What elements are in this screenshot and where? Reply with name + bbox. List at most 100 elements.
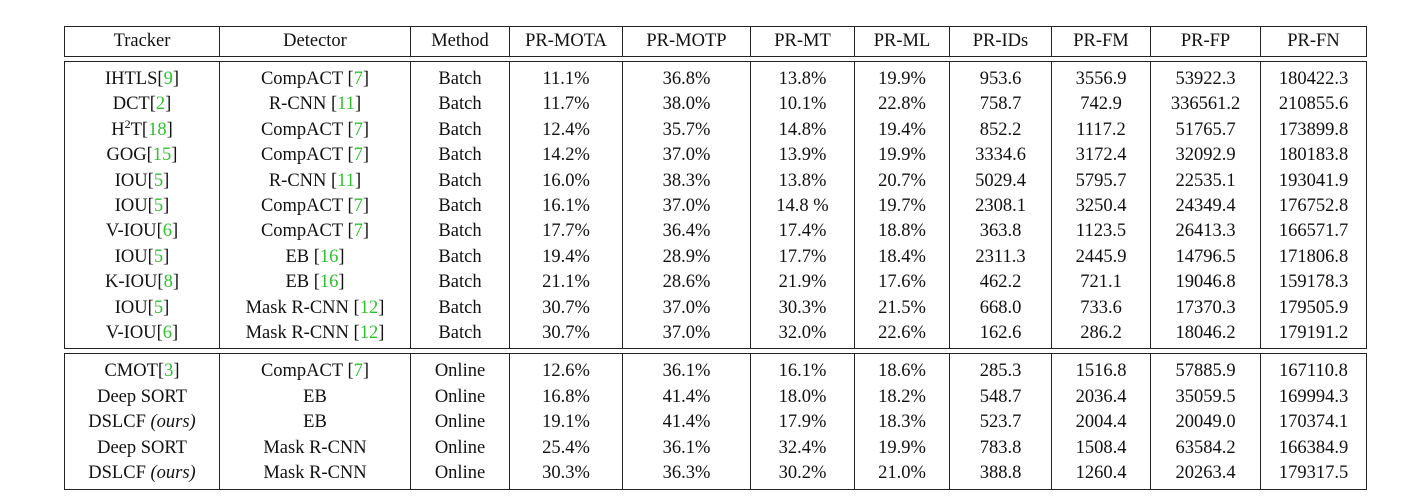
value-pr-ids: 852.2 xyxy=(949,117,1052,144)
value-pr-fp: 24349.4 xyxy=(1150,194,1261,220)
citation-link[interactable]: 12 xyxy=(359,297,379,318)
tracker-cell: DSLCF (ours) xyxy=(64,410,220,436)
table-row: CMOT[3] CompACT [7] Online 12.6% 36.1% 16.1% 1… xyxy=(64,353,1367,385)
value-pr-motp: 38.3% xyxy=(622,168,751,195)
tracker-name: Deep SORT xyxy=(97,437,187,458)
citation-link[interactable]: 8 xyxy=(163,272,173,293)
citation-link[interactable]: 6 xyxy=(162,221,172,242)
value-pr-fm: 2004.4 xyxy=(1051,410,1151,436)
citation-link[interactable]: 5 xyxy=(153,196,164,217)
column-header-method: Method xyxy=(410,26,510,57)
tracker-name-tail: T xyxy=(130,119,142,140)
value-pr-mt: 13.8% xyxy=(750,168,855,195)
citation-link[interactable]: 15 xyxy=(152,145,172,166)
citation-link[interactable]: 12 xyxy=(359,323,379,344)
value-pr-fp: 26413.3 xyxy=(1150,219,1261,245)
value-pr-motp: 36.1% xyxy=(622,353,751,385)
value-pr-ml: 21.0% xyxy=(854,461,950,490)
value-pr-mota: 16.1% xyxy=(509,194,623,220)
value-pr-fm: 286.2 xyxy=(1051,321,1151,350)
table-row: DSLCF (ours) EB Online 19.1% 41.4% 17.9% 18.3%… xyxy=(64,410,1367,436)
table-row: IOU[5] CompACT [7] Batch 16.1% 37.0% 14.8 % 19… xyxy=(64,194,1367,220)
tracker-name: DSLCF xyxy=(88,463,146,484)
column-header-pr-fm: PR-FM xyxy=(1051,26,1151,57)
table-row: IHTLS[9] CompACT [7] Batch 11.1% 36.8% 13.8% 1… xyxy=(64,61,1367,93)
detector-cell: EB xyxy=(219,384,411,411)
value-pr-ml: 19.7% xyxy=(854,194,950,220)
value-pr-ml: 18.2% xyxy=(854,384,950,411)
table-row: DCT[2] R-CNN [11] Batch 11.7% 38.0% 10.1% 22.8… xyxy=(64,92,1367,118)
header-row: Tracker Detector Method PR-MOTA PR-MOTP PR-MT… xyxy=(64,26,1367,57)
citation-link[interactable]: 7 xyxy=(353,119,363,140)
value-pr-motp: 37.0% xyxy=(622,143,751,169)
method-cell: Batch xyxy=(410,168,510,195)
value-pr-fm: 1508.4 xyxy=(1051,435,1151,462)
detector-cell: Mask R-CNN [12] xyxy=(219,295,411,322)
value-pr-fp: 19046.8 xyxy=(1150,270,1261,296)
table-header: Tracker Detector Method PR-MOTA PR-MOTP PR-MT… xyxy=(64,26,1367,57)
citation-link[interactable]: 16 xyxy=(319,272,339,293)
value-pr-fn: 176752.8 xyxy=(1260,194,1367,220)
value-pr-ml: 19.9% xyxy=(854,61,950,93)
citation-link[interactable]: 5 xyxy=(153,170,164,191)
column-header-pr-fn: PR-FN xyxy=(1260,26,1367,57)
value-pr-fn: 166384.9 xyxy=(1260,435,1367,462)
citation-link[interactable]: 11 xyxy=(337,170,355,191)
citation-link[interactable]: 7 xyxy=(353,221,363,242)
value-pr-mt: 30.2% xyxy=(750,461,855,490)
value-pr-mt: 32.0% xyxy=(750,321,855,350)
citation-link[interactable]: 5 xyxy=(153,246,164,267)
citation-link[interactable]: 2 xyxy=(155,94,166,115)
citation-link[interactable]: 7 xyxy=(353,196,363,217)
citation-link[interactable]: 11 xyxy=(337,94,355,115)
value-pr-fp: 53922.3 xyxy=(1150,61,1261,93)
value-pr-fn: 193041.9 xyxy=(1260,168,1367,195)
value-pr-motp: 28.6% xyxy=(622,270,751,296)
citation-link[interactable]: 7 xyxy=(353,145,363,166)
detector-name: R-CNN xyxy=(268,170,327,191)
citation-link[interactable]: 16 xyxy=(319,246,339,267)
table-row: V-IOU[6] Mask R-CNN [12] Batch 30.7% 37.0% 32… xyxy=(64,321,1367,350)
citation-link[interactable]: 18 xyxy=(148,119,167,140)
value-pr-mota: 19.4% xyxy=(509,244,623,271)
citation-link[interactable]: 7 xyxy=(353,69,363,89)
value-pr-ids: 2308.1 xyxy=(949,194,1052,220)
value-pr-mota: 11.7% xyxy=(509,92,623,118)
tracker-cell: H2T[18] xyxy=(64,117,220,144)
value-pr-fm: 1117.2 xyxy=(1051,117,1151,144)
detector-name: Mask R-CNN xyxy=(245,323,349,344)
value-pr-fp: 336561.2 xyxy=(1150,92,1261,118)
detector-cell: CompACT [7] xyxy=(219,194,411,220)
citation-link[interactable]: 7 xyxy=(353,361,363,382)
citation-link[interactable]: 6 xyxy=(162,323,172,344)
value-pr-fm: 3556.9 xyxy=(1051,61,1151,93)
value-pr-mota: 17.7% xyxy=(509,219,623,245)
detector-name: EB xyxy=(303,412,327,433)
value-pr-fm: 2445.9 xyxy=(1051,244,1151,271)
citation-link[interactable]: 9 xyxy=(163,69,173,89)
value-pr-ml: 20.7% xyxy=(854,168,950,195)
tracker-cell: Deep SORT xyxy=(64,435,220,462)
value-pr-ids: 462.2 xyxy=(949,270,1052,296)
table-row: H2T[18] CompACT [7] Batch 12.4% 35.7% 14.8% 19… xyxy=(64,117,1367,144)
value-pr-mt: 10.1% xyxy=(750,92,855,118)
table-row: Deep SORT EB Online 16.8% 41.4% 18.0% 18.2% 548… xyxy=(64,384,1367,411)
value-pr-motp: 41.4% xyxy=(622,410,751,436)
citation-link[interactable]: 3 xyxy=(164,361,174,382)
method-cell: Online xyxy=(410,461,510,490)
value-pr-ids: 758.7 xyxy=(949,92,1052,118)
table-row: IOU[5] R-CNN [11] Batch 16.0% 38.3% 13.8% 20.7… xyxy=(64,168,1367,195)
tracker-name: V-IOU xyxy=(105,323,157,344)
value-pr-ids: 668.0 xyxy=(949,295,1052,322)
table-row: V-IOU[6] CompACT [7] Batch 17.7% 36.4% 17.4% 1… xyxy=(64,219,1367,245)
value-pr-mota: 19.1% xyxy=(509,410,623,436)
detector-cell: EB xyxy=(219,410,411,436)
value-pr-mota: 11.1% xyxy=(509,61,623,93)
value-pr-fp: 57885.9 xyxy=(1150,353,1261,385)
detector-name: CompACT xyxy=(260,221,343,242)
tracker-name: DCT xyxy=(112,94,150,115)
value-pr-motp: 35.7% xyxy=(622,117,751,144)
detector-cell: CompACT [7] xyxy=(219,143,411,169)
method-cell: Batch xyxy=(410,270,510,296)
citation-link[interactable]: 5 xyxy=(153,297,164,318)
